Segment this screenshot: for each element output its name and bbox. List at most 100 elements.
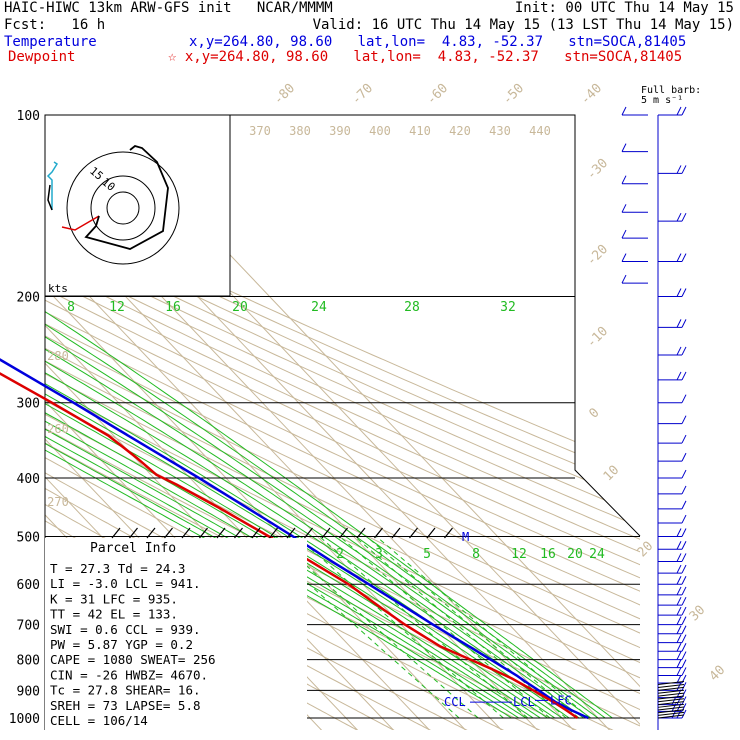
- theta-label: 380: [289, 124, 311, 138]
- upper-wind-barb-feather: [621, 204, 627, 213]
- isotherm-label: 0: [586, 405, 602, 421]
- wind-barb-feather: [681, 616, 687, 625]
- dry-adiabat-line: [45, 115, 640, 730]
- wind-barb-feather: [676, 659, 682, 668]
- moist-adiabat-label: 12: [109, 300, 125, 315]
- wind-barb-feather: [676, 606, 682, 616]
- hodograph-units: kts: [48, 282, 68, 295]
- parcel-info-row: SREH = 73 LAPSE= 5.8: [50, 698, 201, 713]
- wind-barb-feather: [681, 553, 687, 562]
- isotherm-label: -60: [424, 81, 451, 108]
- boundary-layer-barb: [657, 695, 685, 700]
- wind-barb-feather: [681, 415, 687, 424]
- temperature-trace: [0, 358, 589, 720]
- boundary-layer-barb: [657, 683, 685, 688]
- pressure-tick-label: 100: [17, 109, 40, 124]
- freezing-level-hatch: [286, 527, 296, 539]
- wind-barb-feather: [681, 696, 687, 705]
- wind-barb-feather: [676, 643, 682, 652]
- wind-barb-feather: [676, 553, 682, 562]
- parcel-info-box: Parcel Info T = 27.3 Td = 24.3LI = -3.0 L…: [45, 527, 453, 730]
- wind-barb-feather: [681, 528, 687, 537]
- dry-adiabat-line: [45, 115, 640, 730]
- mixing-ratio-label: 20: [567, 547, 583, 562]
- wind-barb-feather: [681, 452, 687, 462]
- upper-wind-barb-feather: [621, 253, 627, 262]
- lfc-label: LFC: [550, 693, 572, 707]
- wind-barb-feather: [676, 253, 682, 262]
- wind-barb-feather: [681, 434, 687, 444]
- upper-wind-barb-feather: [621, 274, 627, 284]
- init-time: Init: 00 UTC Thu 14 May 15: [514, 0, 734, 16]
- wind-barb-feather: [676, 346, 682, 356]
- wind-barb-feather: [681, 469, 687, 479]
- hodograph-ring: [66, 151, 180, 265]
- pressure-tick-label: 500: [17, 530, 40, 545]
- mixing-ratio-label: 3: [375, 547, 383, 562]
- upper-wind-barb-feather: [621, 143, 627, 152]
- pressure-tick-label: 300: [17, 397, 40, 412]
- wind-barb-feather: [681, 625, 687, 635]
- wind-barb-feather: [676, 106, 682, 116]
- wind-barb-feather: [681, 659, 687, 668]
- dry-adiabat-line: [45, 115, 640, 730]
- wind-barb-feather: [681, 596, 687, 606]
- dry-adiabat-line: [45, 115, 640, 730]
- freezing-level-hatch: [374, 527, 383, 539]
- upper-wind-barb-feather: [621, 229, 627, 239]
- dry-adiabat-line: [45, 115, 640, 730]
- mixing-ratio-line: [339, 536, 551, 719]
- theta-label: 400: [369, 124, 391, 138]
- boundary-layer-barb: [657, 701, 685, 706]
- theta-label: 390: [329, 124, 351, 138]
- wind-barb-feather: [681, 106, 687, 116]
- pressure-tick-label: 600: [17, 578, 40, 593]
- temperature-location-info: x,y=264.80, 98.60 lat,lon= 4.83, -52.37 …: [189, 34, 687, 50]
- wind-barb-feather: [681, 500, 687, 510]
- freezing-level-hatch: [164, 527, 173, 539]
- isotherm-line: [45, 115, 539, 730]
- mixing-ratio-line: [376, 536, 591, 719]
- mixing-ratio-label: 12: [511, 547, 527, 562]
- theta-label: 370: [249, 124, 271, 138]
- freezing-level-hatch: [251, 527, 261, 539]
- boundary-layer-barb: [657, 703, 685, 708]
- pressure-tick-label: 900: [17, 684, 40, 699]
- parcel-info-row: TT = 42 EL = 133.: [50, 607, 178, 622]
- dry-adiabat-line: [45, 115, 640, 730]
- dry-adiabat-line: [45, 115, 640, 730]
- freezing-level-hatch: [339, 527, 348, 539]
- moist-adiabat-label: 16: [165, 300, 181, 315]
- theta-label: 410: [409, 124, 431, 138]
- wind-barb-feather: [681, 541, 687, 550]
- wind-barb-feather: [681, 319, 687, 328]
- dry-adiabat-line: [45, 115, 640, 730]
- mixing-ratio-label: 16: [540, 547, 556, 562]
- wind-barb-feather: [681, 288, 687, 297]
- dry-adiabat-line: [45, 115, 640, 730]
- forecast-hour: Fcst: 16 h: [4, 17, 106, 33]
- wind-barb-feather: [681, 643, 687, 652]
- isotherm-label: -30: [584, 156, 611, 183]
- moist-adiabat-label: 20: [232, 300, 248, 315]
- parcel-info-row: SWI = 0.6 CCL = 939.: [50, 622, 201, 637]
- freezing-level-hatch: [426, 527, 436, 539]
- isotherm-label: 40: [707, 663, 729, 685]
- dry-adiabat-line: [45, 115, 640, 730]
- isotherm-label: -50: [500, 81, 527, 108]
- wind-barb-feather: [681, 606, 687, 616]
- hodograph-ring: [90, 175, 156, 241]
- isotherm-line: [0, 102, 34, 731]
- dry-adiabat-line: [45, 115, 640, 730]
- boundary-layer-barb: [657, 692, 685, 697]
- sounding-traces: [0, 358, 589, 720]
- isotherm-label: -70: [349, 81, 376, 108]
- wind-barb-feather: [681, 634, 687, 643]
- freezing-level-hatch: [356, 527, 366, 539]
- wind-barb-feather: [681, 514, 687, 524]
- parcel-info-row: LI = -3.0 LCL = 941.: [50, 576, 201, 591]
- wind-barb-feather: [676, 674, 682, 684]
- theta-label: 280: [47, 349, 69, 363]
- dry-adiabat-line: [45, 115, 640, 730]
